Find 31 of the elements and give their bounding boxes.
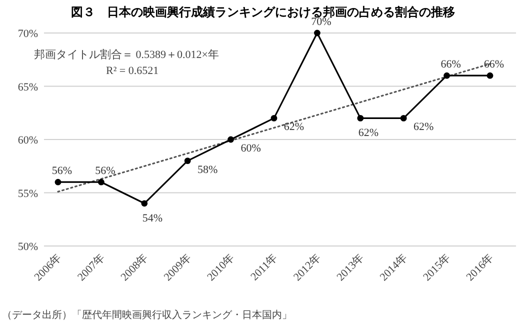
data-label: 66% (484, 58, 504, 71)
data-label: 54% (142, 212, 162, 224)
point (141, 200, 148, 207)
y-tick-label: 65% (18, 81, 38, 94)
point (314, 30, 320, 36)
point (400, 115, 407, 122)
x-tick-label: 2011年 (248, 252, 280, 284)
point (270, 115, 278, 122)
point (228, 136, 234, 143)
data-label: 56% (52, 165, 72, 178)
point (184, 158, 191, 164)
point (98, 178, 104, 186)
text: （データ出所）「歴代年間映画興行収入ランキング・日本国内」 (2, 309, 292, 321)
data-label: 66% (440, 58, 461, 71)
point (54, 178, 62, 186)
point (357, 115, 364, 122)
annotation: R² = 0.6521 (106, 65, 159, 77)
data-label: 62% (284, 121, 304, 134)
chart-title: 図３ 日本の映画興行成績ランキングにおける邦画の占める割合の推移 (71, 5, 455, 19)
y-tick-label: 55% (18, 188, 38, 200)
annotation: 邦画タイトル割合＝ 0.5389＋0.012×年 (34, 48, 219, 61)
y-tick-label: 60% (18, 134, 38, 146)
y-tick-label: 50% (18, 241, 38, 253)
data-label: 58% (198, 164, 218, 176)
point (444, 72, 450, 79)
data-label: 62% (358, 127, 378, 140)
y-tick-label: 70% (18, 28, 38, 40)
data-label: 62% (414, 121, 434, 134)
point (486, 72, 494, 79)
data-label: 56% (95, 165, 116, 178)
data-label: 60% (240, 142, 261, 154)
